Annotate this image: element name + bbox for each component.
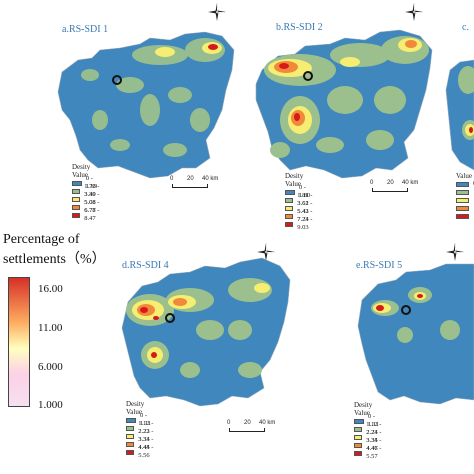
density-map-c [445,59,474,171]
legend-d-title: Desity [126,400,145,408]
legend-e-class-4: 3.35 - 4.46 [366,437,382,452]
legend-e-class-3: 2.24 - 3.34 [366,429,382,444]
scale-a-tick-2: 40 km [202,176,219,182]
scale-b-tick-0: 0 [370,180,374,186]
legend-d-class-3: 2.23 - 3.33 [138,428,154,443]
legend-e-title: Desity [354,401,373,409]
legend-d-class-1: 0 - 1.11 [139,412,152,427]
scale-bar-b: 0 20 40 km [370,180,418,194]
scale-bar-a: 0 20 40 km [170,176,218,190]
scale-b-tick-1: 20 [387,180,394,186]
legend-b: Desity Value 0 - 1.80 1.81 - 3.61 3.62 -… [285,172,313,231]
legend-e-class-2: 1.12 - 2.23 [366,421,382,436]
legend-b-class-3: 3.62 - 5.42 [297,200,313,215]
legend-e-class-1: 0 - 1.11 [367,413,380,428]
legend-d-subtitle: Value [126,408,142,416]
legend-d-class-5: 4.45 - 5.56 [138,444,154,459]
colorbar-tick-0: 16.00 [38,283,63,295]
legend-e-class-5: 4.47 - 5.57 [366,445,382,460]
panel-e-title: e.RS-SDI 5 [356,260,403,271]
scale-a-tick-1: 20 [187,176,194,182]
settlement-marker-icon [401,305,411,315]
settlement-marker-icon [165,313,175,323]
panel-b-title: b.RS-SDI 2 [276,22,323,33]
legend-b-subtitle: Value [285,180,301,188]
legend-d-class-4: 3.34 - 4.44 [138,436,154,451]
legend-b-class-4: 5.43 - 7.23 [297,208,313,223]
colorbar-tick-1: 11.00 [38,322,63,334]
scale-bar-d: 0 20 40 km [227,420,275,434]
legend-e-subtitle: Value [354,409,370,417]
colorbar-title-line-2: settlements（%） [3,252,106,267]
legend-b-title: Desity [285,172,304,180]
colorbar [8,277,30,407]
density-map-b [255,29,433,179]
legend-a-title: Desity [72,163,91,171]
colorbar-tick-3: 1.000 [38,399,63,411]
scale-a-tick-0: 0 [170,176,174,182]
scale-d-tick-0: 0 [227,420,231,426]
legend-c-subtitle: Value [456,172,472,180]
legend-a-class-5: 6.78 - 8.47 [84,207,100,222]
legend-e: Desity Value 0 - 1.11 1.12 - 2.23 2.24 -… [354,401,382,460]
legend-a-class-1: 0 - 1.69 [85,175,98,190]
colorbar-tick-2: 6.000 [38,361,63,373]
density-map-a [57,31,235,179]
colorbar-title-line-1: Percentage of [3,232,80,247]
legend-d-class-2: 1.12 - 2.22 [138,420,154,435]
colorbar-title: Percentage of settlements（%） [3,230,106,270]
legend-a-class-2: 1.70 - 3.39 [84,183,100,198]
legend-d: Desity Value 0 - 1.11 1.12 - 2.22 2.23 -… [126,400,154,459]
settlement-marker-icon [112,75,122,85]
scale-d-tick-1: 20 [244,420,251,426]
legend-c: Value 0 [456,172,474,220]
panel-c-title: c. [462,22,469,33]
legend-a-class-4: 5.08 - 6.77 [84,199,100,214]
panel-d-title: d.RS-SDI 4 [122,260,169,271]
settlement-marker-icon [303,71,313,81]
legend-a: Desity Value 0 - 1.69 1.70 - 3.39 3.40 -… [72,163,100,222]
legend-a-subtitle: Value [72,171,88,179]
legend-a-class-3: 3.40 - 5.08 [84,191,100,206]
legend-b-class-2: 1.81 - 3.61 [297,192,313,207]
legend-b-class-5: 7.24 - 9.03 [297,216,313,231]
scale-d-tick-2: 40 km [259,420,276,426]
scale-b-tick-2: 40 km [402,180,419,186]
panel-a-title: a.RS-SDI 1 [62,24,109,35]
legend-b-class-1: 0 - 1.80 [298,184,311,199]
